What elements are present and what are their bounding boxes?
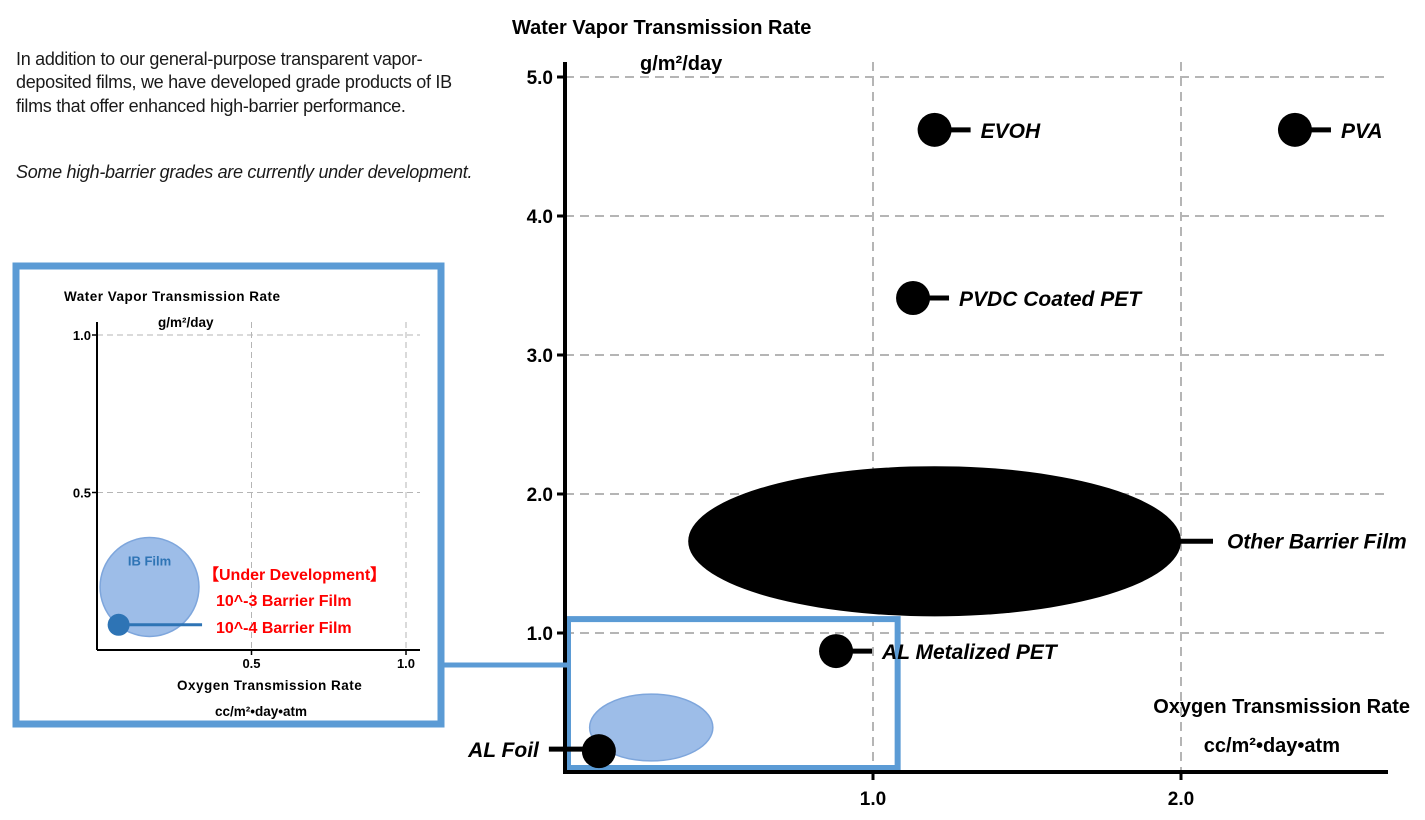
inset-x-tick-label: 1.0 — [397, 656, 415, 671]
inset-y-axis-title: Water Vapor Transmission Rate — [64, 289, 281, 304]
inset-y-tick-label: 1.0 — [73, 328, 91, 343]
region-other-barrier-film — [688, 466, 1181, 617]
data-point — [917, 112, 952, 147]
main-y-axis-title: Water Vapor Transmission Rate — [512, 17, 811, 39]
main-x-tick-label: 1.0 — [860, 789, 886, 810]
main-tick-labels: 1.02.03.04.05.01.02.03.04.05.0 — [527, 68, 1195, 810]
main-data-marks: Other Barrier FilmEVOHPVAPETPVDC Coated … — [467, 112, 1407, 771]
data-point — [896, 281, 931, 316]
region-label: Other Barrier Film — [1227, 530, 1407, 553]
zoom-box — [565, 616, 901, 771]
inset-y-tick-label: 0.5 — [73, 486, 91, 501]
development-note: Some high-barrier grades are currently u… — [16, 162, 473, 182]
inset-tick-labels: 0.5 1.0 0.5 1.0 — [73, 328, 415, 671]
main-y-axis-unit: g/m²/day — [640, 53, 723, 75]
main-x-axis-title: Oxygen Transmission Rate — [1153, 696, 1410, 718]
ib-film-region — [588, 693, 714, 762]
data-point — [581, 734, 616, 769]
data-point — [1277, 112, 1312, 147]
inset-annotation-10e-4: 10^-4 Barrier Film — [216, 620, 352, 637]
main-axes — [557, 62, 1388, 780]
inset-y-axis-unit: g/m²/day — [158, 315, 214, 330]
inset-annotation-10e-3: 10^-3 Barrier Film — [216, 593, 352, 610]
main-y-tick-label: 2.0 — [527, 485, 553, 506]
main-y-tick-label: 3.0 — [527, 346, 553, 367]
inset-ib-film-label: IB Film — [128, 554, 171, 569]
inset-annotation-under-development: 【Under Development】 — [203, 566, 386, 584]
inset-ib-point — [107, 613, 130, 636]
point-label: PVA — [1341, 120, 1383, 143]
inset-grid — [97, 322, 420, 650]
main-x-tick-label: 2.0 — [1168, 789, 1194, 810]
main-y-tick-label: 4.0 — [527, 207, 553, 228]
main-y-tick-label: 1.0 — [527, 624, 553, 645]
main-grid — [565, 62, 1388, 772]
inset-x-axis-unit: cc/m²•day•atm — [215, 704, 307, 719]
inset-zoom-panel: Water Vapor Transmission Rate g/m²/day O… — [12, 262, 569, 728]
point-label: EVOH — [981, 120, 1041, 143]
point-label: PVDC Coated PET — [959, 288, 1143, 311]
inset-x-axis-title: Oxygen Transmission Rate — [177, 678, 362, 693]
main-x-axis-unit: cc/m²•day•atm — [1204, 735, 1340, 757]
data-point — [819, 634, 854, 669]
inset-ib-film-region — [99, 536, 200, 638]
main-y-tick-label: 5.0 — [527, 68, 553, 89]
inset-frame — [12, 262, 445, 728]
point-label: AL Metalized PET — [881, 641, 1059, 664]
inset-axes — [92, 322, 420, 655]
inset-data-marks: IB Film — [99, 536, 203, 638]
point-label: AL Foil — [467, 739, 540, 762]
intro-paragraph: In addition to our general-purpose trans… — [16, 49, 452, 116]
inset-x-tick-label: 0.5 — [242, 656, 260, 671]
